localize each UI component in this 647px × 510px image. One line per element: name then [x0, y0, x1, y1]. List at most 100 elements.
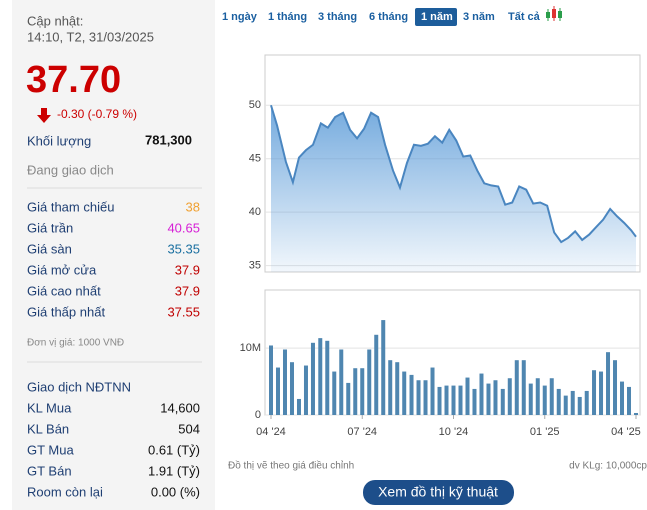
volume-bar	[592, 370, 597, 415]
price: 37.70	[26, 59, 121, 101]
tab[interactable]: 1 năm	[421, 11, 453, 23]
status: Đang giao dịch	[27, 162, 114, 177]
volume-bar	[563, 395, 568, 415]
price-row-value: 37.55	[167, 304, 200, 319]
candle-icon	[552, 9, 556, 18]
volume-bar	[507, 378, 512, 415]
volume-bar	[275, 367, 280, 415]
tab[interactable]: 1 tháng	[268, 11, 307, 23]
price-row-value: 37.9	[175, 262, 200, 277]
volume-bar	[332, 371, 337, 415]
price-line	[270, 104, 637, 244]
volume-bar	[535, 378, 540, 415]
volume-bar	[493, 380, 498, 415]
tech-chart-button[interactable]	[363, 480, 514, 505]
volume-bar	[381, 320, 386, 415]
price-row-label: Giá sàn	[27, 241, 72, 256]
volume-bar	[303, 365, 308, 415]
y-tick-label: 35	[249, 259, 261, 271]
foreign-row-value: 0.61 (Tỷ)	[148, 442, 200, 457]
volume-label: Khối lượng	[27, 133, 91, 148]
volume-bar	[451, 385, 456, 415]
volume-bar	[360, 368, 365, 415]
volume-bar	[289, 362, 294, 415]
x-tick-label: 04 '25	[611, 426, 641, 438]
updated-label: Cập nhật:	[27, 13, 83, 28]
tab[interactable]: 1 ngày	[222, 11, 258, 23]
y-tick-label: 50	[249, 99, 261, 111]
volume-bar	[310, 342, 315, 415]
down-arrow	[37, 108, 51, 123]
volume-bar	[528, 383, 533, 415]
volume-bar	[465, 377, 470, 415]
volume-bar	[577, 396, 582, 415]
y-tick-label: 10M	[240, 342, 261, 354]
volume-bar	[437, 386, 442, 415]
price-row-value: 35.35	[167, 241, 200, 256]
volume-bar	[318, 338, 323, 415]
volume-bar	[549, 378, 554, 415]
x-tick-label: 10 '24	[439, 426, 469, 438]
volume-bar	[627, 386, 632, 415]
volume-bar	[570, 390, 575, 415]
volume-bar	[402, 371, 407, 415]
volume-bar	[458, 385, 463, 415]
volume-bar	[486, 383, 491, 415]
price-row-value: 37.9	[175, 283, 200, 298]
volume-bar	[374, 334, 379, 415]
volume-bar	[444, 385, 449, 415]
volume-bar	[620, 381, 625, 415]
price-row-value: 38	[186, 199, 200, 214]
volume-bar	[353, 368, 358, 415]
volume-bar	[634, 412, 638, 415]
candle-icon	[546, 12, 550, 18]
y-tick-label: 45	[249, 153, 261, 165]
volume-bar	[423, 380, 428, 415]
foreign-row-label: GT Mua	[27, 442, 74, 457]
foreign-row-value: 0.00 (%)	[151, 484, 200, 499]
volume-bar	[367, 349, 372, 415]
candle-icon	[558, 11, 562, 18]
volume-unit: dv KLg: 10,000cp	[569, 461, 647, 472]
tab[interactable]: 3 tháng	[318, 11, 357, 23]
tab[interactable]: 3 năm	[463, 11, 495, 23]
footnote: Đồ thị vẽ theo giá điều chỉnh	[228, 460, 354, 472]
price-row-label: Giá thấp nhất	[27, 304, 105, 319]
foreign-row-value: 14,600	[160, 400, 200, 415]
volume-bar	[430, 367, 435, 415]
volume-bar	[556, 388, 561, 415]
volume-bar	[584, 390, 589, 415]
volume-bar	[500, 388, 505, 415]
price-row-label: Giá tham chiếu	[27, 199, 114, 214]
unit-note: Đơn vị giá: 1000 VNĐ	[27, 338, 124, 349]
foreign-row-label: GT Bán	[27, 463, 72, 478]
tab-active-bg[interactable]	[415, 8, 457, 26]
area-fill	[271, 105, 636, 272]
price-row-value: 40.65	[167, 220, 200, 235]
sidebar-bg	[12, 0, 215, 510]
volume-bar	[409, 374, 414, 415]
price-change: -0.30 (-0.79 %)	[57, 107, 137, 121]
volume-bar	[282, 349, 287, 415]
volume-bar	[606, 352, 611, 415]
volume-bar	[613, 360, 618, 415]
volume-bar	[542, 385, 547, 415]
tech-chart-button-label[interactable]: Xem đồ thị kỹ thuật	[378, 484, 498, 500]
volume-bar	[388, 360, 393, 415]
x-tick-label: 04 '24	[256, 426, 286, 438]
volume-bar	[325, 340, 330, 415]
volume-bar	[416, 380, 421, 415]
volume-bar	[521, 360, 526, 415]
tab[interactable]: Tất cả	[508, 11, 541, 23]
volume-bar	[296, 398, 301, 415]
x-tick-label: 07 '24	[347, 426, 377, 438]
volume-bar	[472, 388, 477, 415]
price-row-label: Giá cao nhất	[27, 283, 101, 298]
tab[interactable]: 6 tháng	[369, 11, 408, 23]
foreign-row-label: KL Mua	[27, 400, 72, 415]
volume-value: 781,300	[145, 132, 192, 147]
x-tick-label: 01 '25	[530, 426, 560, 438]
y-tick-label: 40	[249, 206, 261, 218]
volume-bar	[269, 345, 273, 415]
